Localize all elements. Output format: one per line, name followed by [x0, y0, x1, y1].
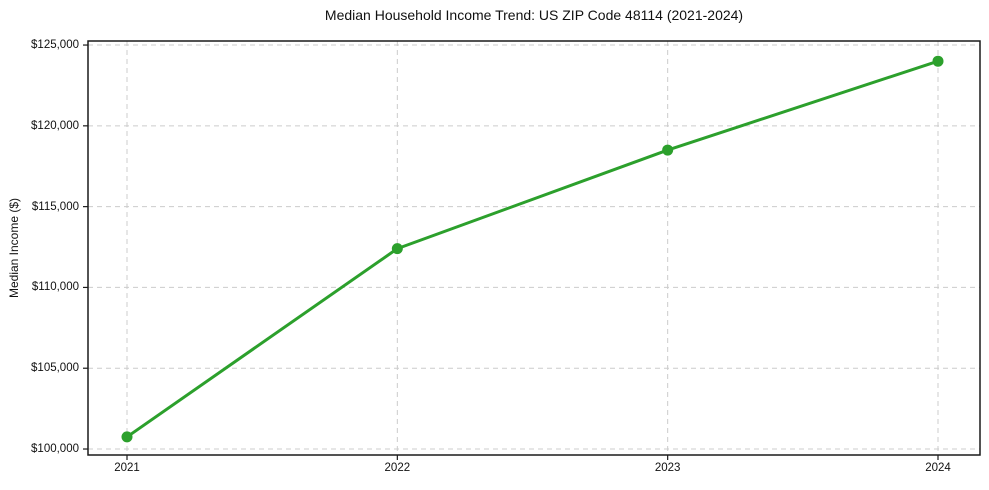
y-tick-label: $115,000 [31, 200, 79, 213]
y-tick-label: $125,000 [31, 39, 79, 52]
axes-frame [87, 40, 981, 456]
data-point-2021 [121, 431, 133, 443]
chart-title: Median Household Income Trend: US ZIP Co… [324, 7, 744, 23]
y-tick-label: $105,000 [31, 362, 79, 375]
x-tick-label: 2023 [654, 462, 681, 474]
income-trend-line [125, 59, 940, 439]
data-point-2024 [932, 55, 944, 67]
data-point-2022 [391, 243, 403, 255]
x-tick-label: 2021 [114, 462, 140, 474]
x-tick-label: 2024 [925, 462, 951, 474]
x-tick-label: 2022 [384, 462, 411, 474]
y-tick-label: $120,000 [31, 119, 79, 132]
y-tick-label: $100,000 [31, 443, 79, 456]
data-point-2023 [662, 144, 674, 156]
y-tick-label: $110,000 [31, 281, 79, 294]
